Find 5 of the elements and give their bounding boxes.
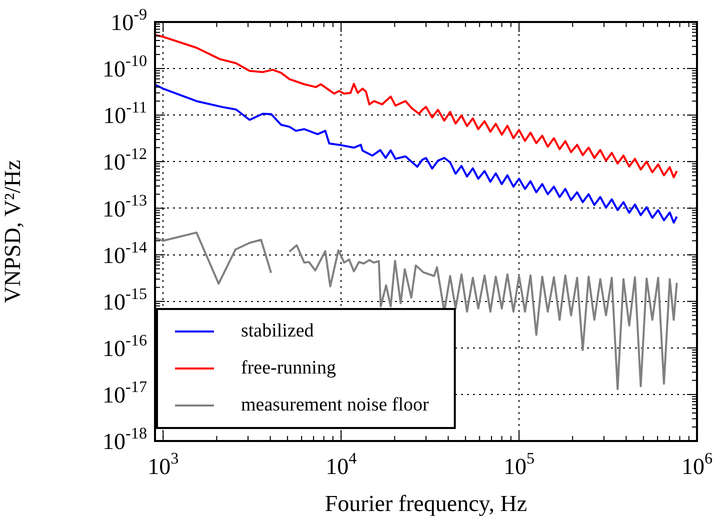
legend-label: measurement noise floor: [241, 394, 430, 416]
legend-label: stabilized: [241, 320, 314, 342]
legend-label: free-running: [241, 357, 336, 378]
x-axis-title: Fourier frequency, Hz: [324, 491, 528, 516]
y-axis-title: VNPSD, V²/Hz: [0, 160, 25, 304]
